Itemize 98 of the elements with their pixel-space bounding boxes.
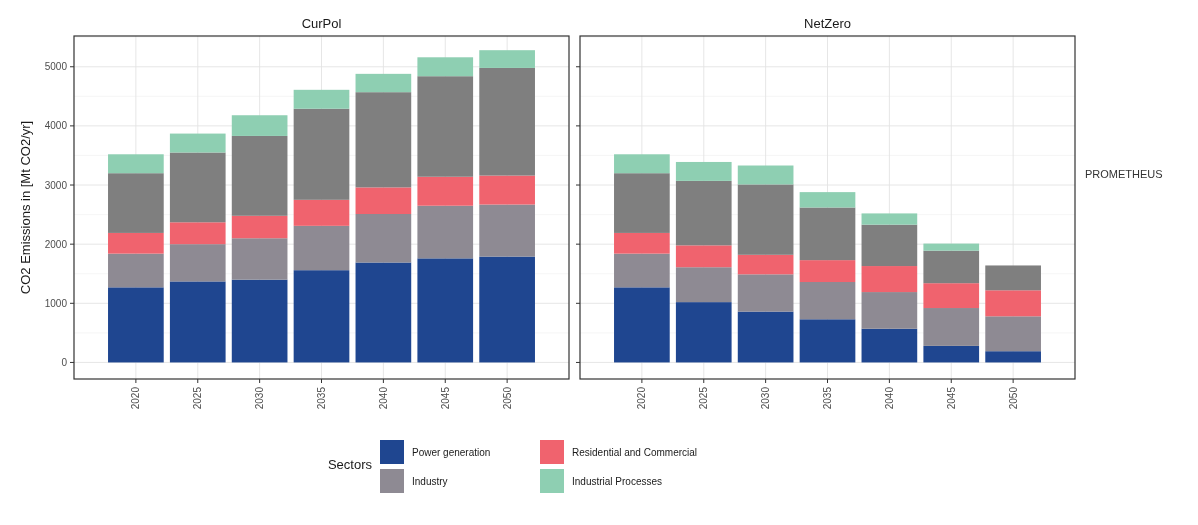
- x-tick-label: 2045: [945, 386, 957, 410]
- bar: [737, 274, 794, 312]
- bar: [169, 133, 226, 153]
- legend-label: Power generation: [412, 446, 491, 458]
- legend-label: Industrial Processes: [572, 475, 663, 487]
- x-tick-label: 2040: [377, 386, 389, 410]
- bar: [923, 243, 980, 251]
- bar: [108, 173, 164, 233]
- x-tick-label: 2020: [130, 386, 142, 410]
- bar: [861, 213, 918, 225]
- bar: [737, 311, 794, 363]
- bar: [293, 199, 350, 226]
- bar: [231, 215, 288, 239]
- bar: [417, 205, 474, 259]
- bar: [799, 260, 856, 283]
- bar: [293, 89, 350, 109]
- bar: [169, 244, 226, 282]
- y-axis-title: CO2 Emissions in [Mt CO2/yr]: [18, 120, 33, 295]
- y-tick-label: 5000: [44, 61, 68, 73]
- bar: [861, 266, 918, 293]
- y-tick-label: 0: [61, 356, 68, 368]
- bar: [614, 154, 670, 174]
- bar: [985, 316, 1041, 352]
- bar: [479, 256, 535, 363]
- bar: [108, 253, 164, 288]
- x-tick-label: 2030: [760, 386, 772, 410]
- chart-title: CurPol: [301, 16, 342, 31]
- x-tick-label: 2050: [1007, 386, 1019, 410]
- bar: [417, 176, 474, 206]
- bar: [417, 57, 474, 77]
- bar: [169, 222, 226, 245]
- bar: [614, 253, 670, 288]
- bar: [861, 328, 918, 363]
- bar: [355, 187, 412, 215]
- bar: [675, 267, 732, 303]
- bar: [675, 245, 732, 268]
- bar: [923, 283, 980, 309]
- bar: [799, 192, 856, 208]
- y-tick-label: 4000: [44, 120, 68, 132]
- bar: [861, 292, 918, 329]
- bar: [614, 287, 670, 363]
- bar: [355, 262, 412, 363]
- bar: [923, 250, 980, 284]
- x-tick-label: 2040: [883, 386, 895, 410]
- x-tick-label: 2025: [192, 386, 204, 410]
- x-tick-label: 2030: [254, 386, 266, 410]
- bar: [108, 287, 164, 363]
- bar: [799, 319, 856, 363]
- bar: [985, 351, 1041, 363]
- bar: [169, 152, 226, 223]
- bar: [479, 175, 535, 205]
- y-tick-label: 3000: [44, 179, 68, 191]
- bar: [293, 270, 350, 363]
- x-tick-label: 2020: [636, 386, 648, 410]
- bar: [231, 115, 288, 136]
- bar: [355, 92, 412, 188]
- text: PROMETHEUS: [1085, 167, 1163, 180]
- chart-title: NetZero: [804, 16, 851, 31]
- legend-label: Industry: [412, 475, 448, 487]
- bar: [614, 232, 670, 254]
- bar: [417, 258, 474, 363]
- bar: [231, 279, 288, 363]
- legend-label: Residential and Commercial: [572, 446, 698, 458]
- bar: [417, 76, 474, 177]
- bar: [355, 214, 412, 263]
- bar: [861, 224, 918, 267]
- x-tick-label: 2035: [316, 386, 327, 410]
- y-tick-label: 1000: [44, 297, 68, 309]
- x-tick-label: 2045: [439, 386, 451, 410]
- bar: [675, 180, 732, 246]
- y-tick-label: 2000: [44, 238, 68, 250]
- x-tick-label: 2035: [822, 386, 833, 410]
- bar: [108, 232, 164, 254]
- bar: [799, 207, 856, 261]
- bar: [293, 225, 350, 271]
- bar: [231, 238, 288, 280]
- bar: [675, 302, 732, 363]
- bar: [737, 184, 794, 255]
- bar: [479, 204, 535, 257]
- bar: [923, 308, 980, 346]
- bar: [231, 135, 288, 216]
- bar: [737, 165, 794, 185]
- bar: [479, 67, 535, 176]
- x-tick-label: 2050: [501, 386, 513, 410]
- x-tick-label: 2025: [698, 386, 710, 410]
- bar: [293, 108, 350, 200]
- bar: [985, 265, 1041, 291]
- bar: [675, 161, 732, 181]
- bar: [923, 345, 980, 363]
- bar: [169, 281, 226, 363]
- bar: [737, 254, 794, 275]
- bar: [614, 173, 670, 233]
- bar: [985, 290, 1041, 317]
- bar: [108, 154, 164, 174]
- bar: [799, 282, 856, 320]
- bar: [479, 50, 535, 68]
- legend-title: Sectors: [327, 456, 373, 472]
- bar: [355, 73, 412, 93]
